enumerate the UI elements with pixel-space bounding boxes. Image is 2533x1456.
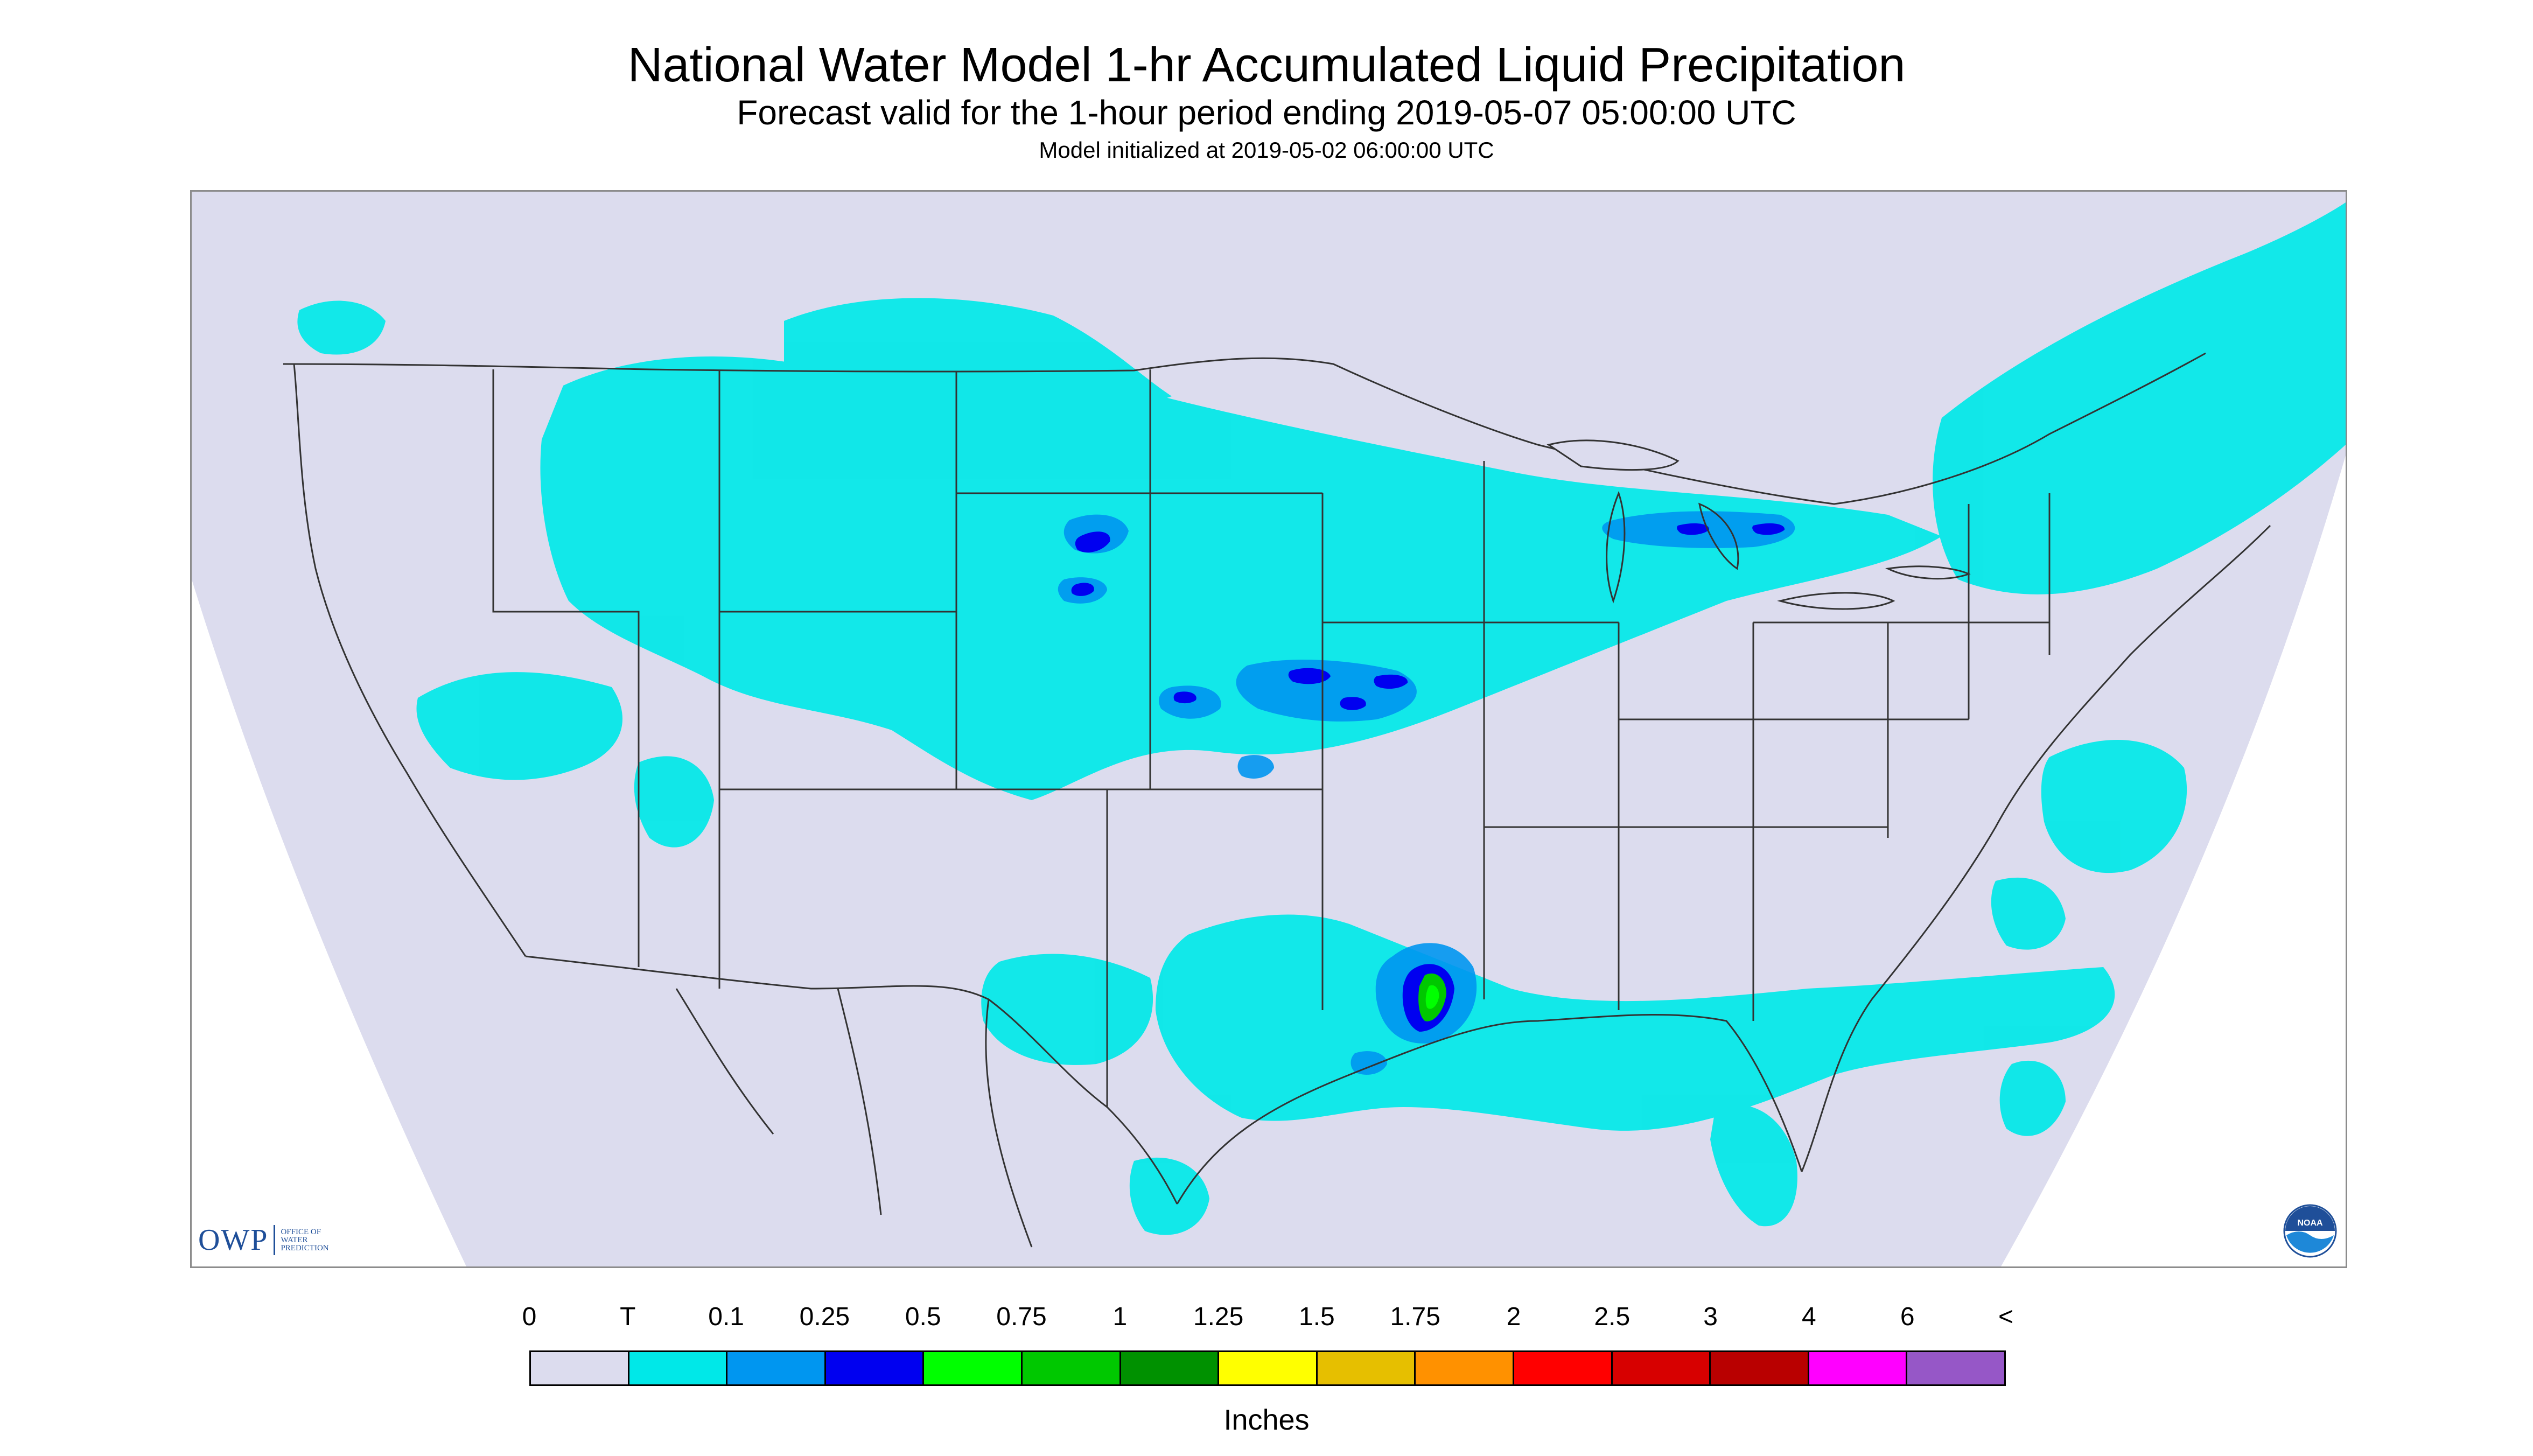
owp-logo-text: OWP (198, 1223, 269, 1257)
owp-logo-subtitle: OFFICE OF WATER PREDICTION (281, 1228, 328, 1252)
legend-swatch (1317, 1352, 1416, 1384)
owp-logo: OWP OFFICE OF WATER PREDICTION (198, 1222, 329, 1258)
legend-swatch (924, 1352, 1023, 1384)
map-panel[interactable] (190, 190, 2347, 1268)
legend-swatch (1711, 1352, 1809, 1384)
legend-label: 1 (1112, 1303, 1128, 1331)
legend-label: 0.75 (996, 1303, 1047, 1331)
owp-logo-divider (274, 1225, 276, 1255)
legend-label: 1.5 (1299, 1303, 1335, 1331)
legend-label: 2.5 (1594, 1303, 1631, 1331)
legend-swatch (1907, 1352, 2004, 1384)
legend-units: Inches (1223, 1404, 1310, 1436)
mexico-boundaries (675, 988, 1033, 1248)
legend-swatch (1612, 1352, 1711, 1384)
legend-label: 0 (522, 1303, 537, 1331)
legend-label: 0.1 (708, 1303, 744, 1331)
legend-swatch (1416, 1352, 1514, 1384)
precipitation-map[interactable] (192, 192, 2346, 1266)
legend-swatch (1219, 1352, 1318, 1384)
legend-swatch (629, 1352, 728, 1384)
legend-label: 2 (1506, 1303, 1521, 1331)
noaa-logo-icon: NOAA (2283, 1204, 2337, 1258)
legend-label: 4 (1802, 1303, 1816, 1331)
legend-swatch (531, 1352, 629, 1384)
legend-label: T (620, 1303, 636, 1331)
map-title: National Water Model 1-hr Accumulated Li… (627, 38, 1906, 92)
legend-label: 1.25 (1193, 1303, 1244, 1331)
precip-extreme-core (1418, 973, 1446, 1021)
precipitation-legend-bar (529, 1350, 2006, 1386)
legend-swatch (1514, 1352, 1613, 1384)
legend-label: < (1998, 1303, 2014, 1331)
legend-labels: 0 T 0.1 0.25 0.5 0.75 1 1.25 1.5 1.75 2 2.5 3 4 6 < (0, 1302, 2533, 1340)
legend-swatch (727, 1352, 826, 1384)
owp-logo-line3: PREDICTION (281, 1243, 329, 1252)
political-boundaries (283, 352, 2271, 1205)
legend-label: 6 (1900, 1303, 1915, 1331)
legend-label: 3 (1703, 1303, 1718, 1331)
model-init-line: Model initialized at 2019-05-02 06:00:00… (1039, 137, 1494, 163)
owp-logo-line2: WATER (281, 1235, 308, 1244)
map-subtitle: Forecast valid for the 1-hour period end… (737, 93, 1796, 132)
owp-logo-line1: OFFICE OF (281, 1227, 321, 1236)
legend-swatch (825, 1352, 925, 1384)
legend-label: 0.5 (905, 1303, 941, 1331)
legend-swatch (1121, 1352, 1220, 1384)
legend-swatch (1809, 1352, 1908, 1384)
noaa-logo-text: NOAA (2297, 1219, 2323, 1228)
legend-label: 1.75 (1390, 1303, 1440, 1331)
legend-swatch (1022, 1352, 1121, 1384)
legend-label: 0.25 (799, 1303, 850, 1331)
